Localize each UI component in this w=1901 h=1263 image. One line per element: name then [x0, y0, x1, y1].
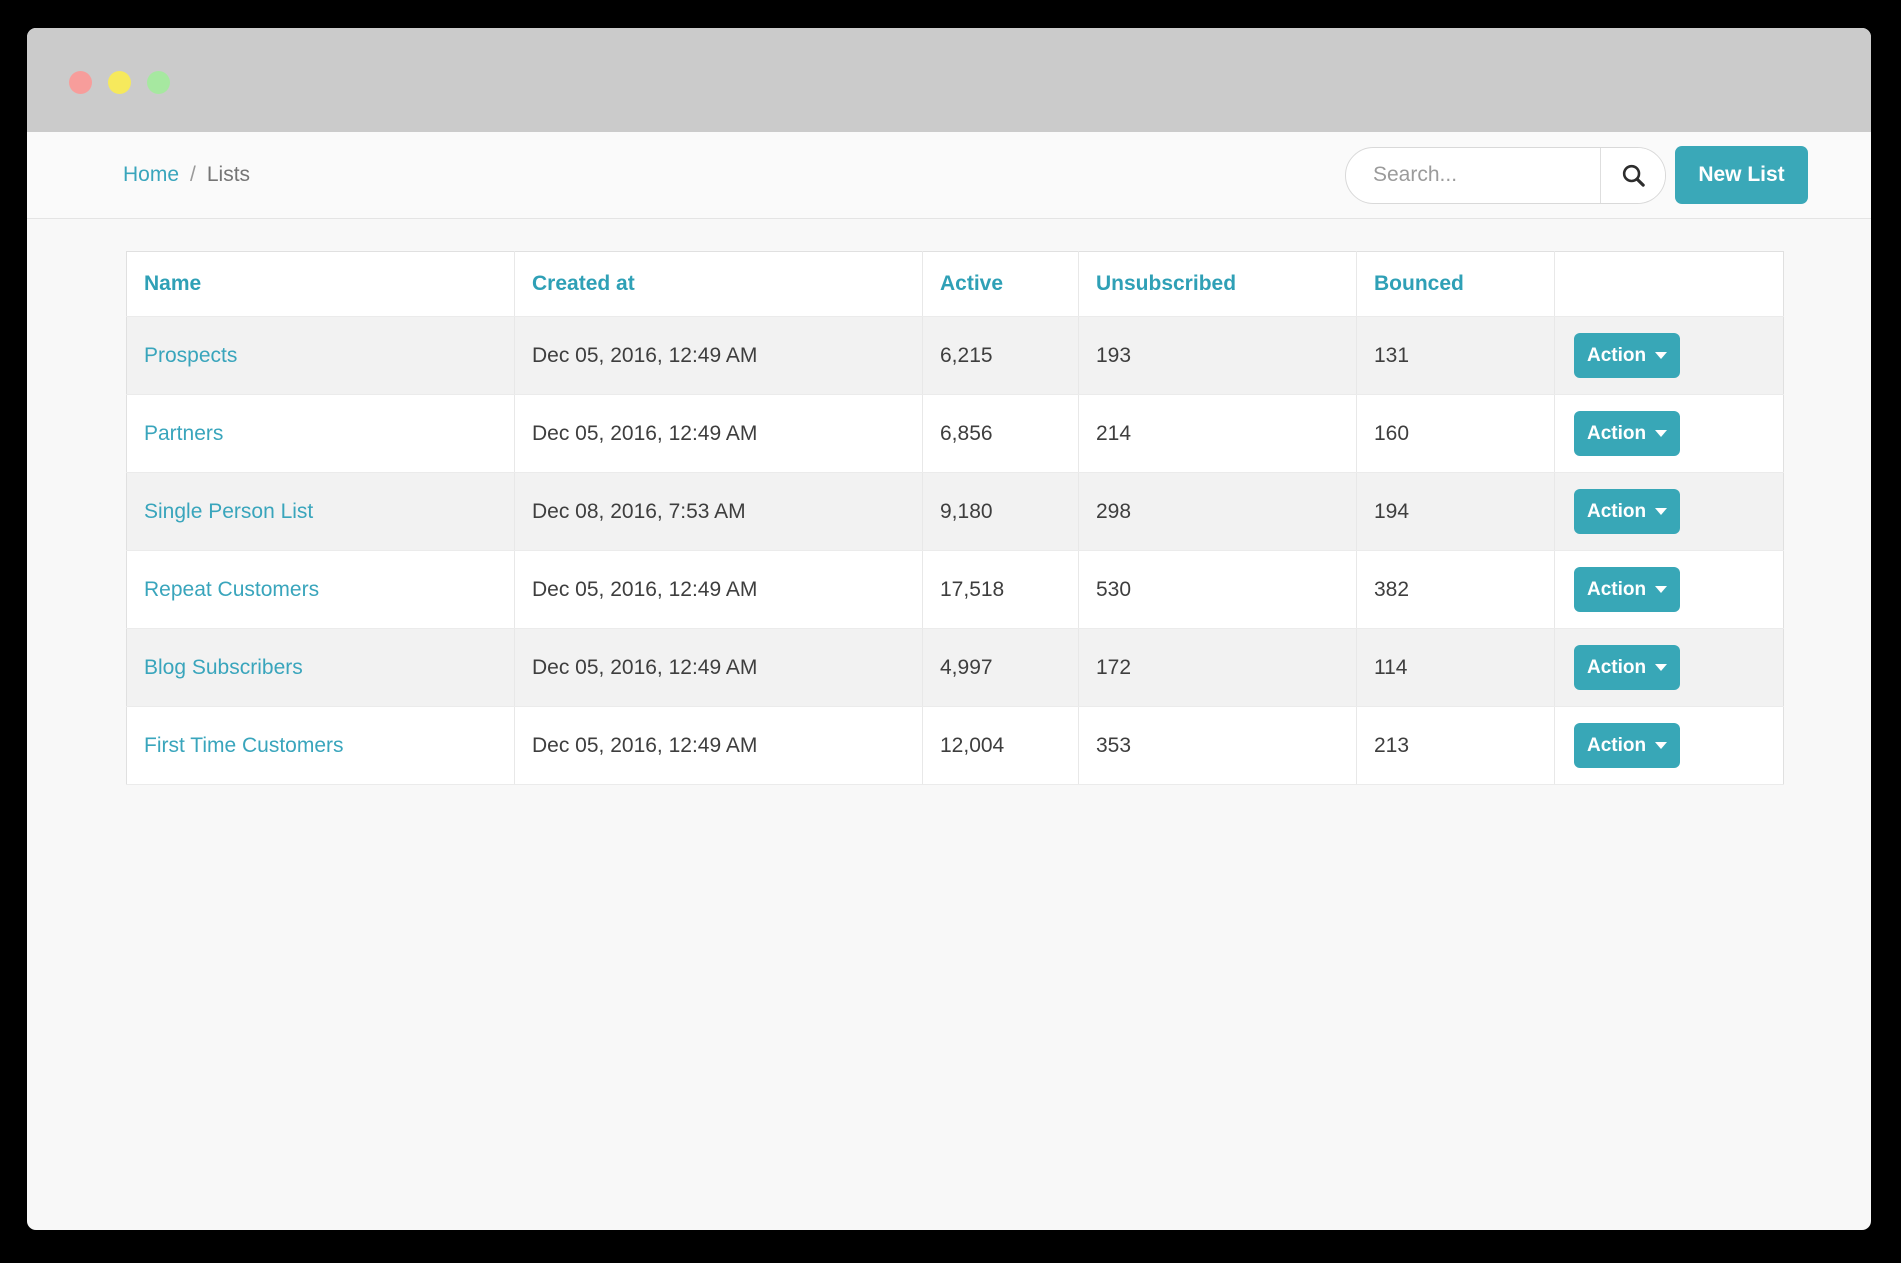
action-cell: Action [1554, 394, 1784, 473]
action-cell: Action [1554, 316, 1784, 395]
list-name-link[interactable]: Single Person List [144, 499, 314, 523]
name-cell: Blog Subscribers [126, 628, 515, 707]
active-cell: 9,180 [922, 472, 1079, 551]
unsubscribed-cell: 214 [1078, 394, 1357, 473]
list-name-link[interactable]: Prospects [144, 343, 238, 367]
breadcrumb: Home / Lists [123, 163, 250, 187]
column-header-active[interactable]: Active [922, 251, 1079, 317]
column-header-name[interactable]: Name [126, 251, 515, 317]
new-list-button[interactable]: New List [1675, 146, 1808, 204]
caret-down-icon [1655, 430, 1668, 437]
bounced-cell: 213 [1356, 706, 1555, 785]
lists-table-body: Prospects Dec 05, 2016, 12:49 AM 6,215 1… [126, 316, 1784, 785]
header-actions: New List [1345, 146, 1808, 204]
active-cell: 4,997 [922, 628, 1079, 707]
action-cell: Action [1554, 706, 1784, 785]
action-dropdown-button[interactable]: Action [1574, 723, 1681, 768]
created-at-cell: Dec 05, 2016, 12:49 AM [514, 706, 923, 785]
breadcrumb-current-lists: Lists [206, 163, 251, 186]
caret-down-icon [1655, 664, 1668, 671]
action-button-label: Action [1587, 344, 1647, 366]
created-at-cell: Dec 05, 2016, 12:49 AM [514, 628, 923, 707]
action-cell: Action [1554, 472, 1784, 551]
name-cell: Prospects [126, 316, 515, 395]
name-cell: Repeat Customers [126, 550, 515, 629]
column-header-actions [1554, 251, 1784, 317]
lists-table: Name Created at Active Unsubscribed Boun… [126, 251, 1784, 785]
created-at-cell: Dec 05, 2016, 12:49 AM [514, 394, 923, 473]
bounced-cell: 131 [1356, 316, 1555, 395]
caret-down-icon [1655, 586, 1668, 593]
action-dropdown-button[interactable]: Action [1574, 567, 1681, 612]
minimize-window-button[interactable] [108, 71, 131, 94]
created-at-cell: Dec 05, 2016, 12:49 AM [514, 550, 923, 629]
caret-down-icon [1655, 508, 1668, 515]
column-header-unsubscribed[interactable]: Unsubscribed [1078, 251, 1357, 317]
action-button-label: Action [1587, 578, 1647, 600]
action-button-label: Action [1587, 500, 1647, 522]
unsubscribed-cell: 530 [1078, 550, 1357, 629]
zoom-window-button[interactable] [147, 71, 170, 94]
table-row: Prospects Dec 05, 2016, 12:49 AM 6,215 1… [126, 316, 1784, 395]
unsubscribed-cell: 193 [1078, 316, 1357, 395]
action-dropdown-button[interactable]: Action [1574, 333, 1681, 378]
app-window: Home / Lists New List [27, 28, 1871, 1230]
action-dropdown-button[interactable]: Action [1574, 645, 1681, 690]
bounced-cell: 114 [1356, 628, 1555, 707]
caret-down-icon [1655, 352, 1668, 359]
list-name-link[interactable]: First Time Customers [144, 733, 344, 757]
list-name-link[interactable]: Blog Subscribers [144, 655, 303, 679]
action-dropdown-button[interactable]: Action [1574, 489, 1681, 534]
active-cell: 6,215 [922, 316, 1079, 395]
name-cell: Single Person List [126, 472, 515, 551]
action-button-label: Action [1587, 734, 1647, 756]
breadcrumb-home-link[interactable]: Home [123, 163, 180, 186]
unsubscribed-cell: 172 [1078, 628, 1357, 707]
created-at-cell: Dec 05, 2016, 12:49 AM [514, 316, 923, 395]
breadcrumb-separator: / [190, 163, 196, 186]
table-header-row: Name Created at Active Unsubscribed Boun… [126, 251, 1784, 317]
action-button-label: Action [1587, 656, 1647, 678]
unsubscribed-cell: 298 [1078, 472, 1357, 551]
table-row: Repeat Customers Dec 05, 2016, 12:49 AM … [126, 550, 1784, 629]
action-cell: Action [1554, 628, 1784, 707]
list-name-link[interactable]: Repeat Customers [144, 577, 320, 601]
page-header: Home / Lists New List [27, 132, 1871, 219]
search-input[interactable] [1346, 147, 1600, 203]
active-cell: 17,518 [922, 550, 1079, 629]
table-row: Partners Dec 05, 2016, 12:49 AM 6,856 21… [126, 394, 1784, 473]
window-titlebar [27, 28, 1871, 132]
action-button-label: Action [1587, 422, 1647, 444]
column-header-created-at[interactable]: Created at [514, 251, 923, 317]
table-row: Blog Subscribers Dec 05, 2016, 12:49 AM … [126, 628, 1784, 707]
created-at-cell: Dec 08, 2016, 7:53 AM [514, 472, 923, 551]
table-row: First Time Customers Dec 05, 2016, 12:49… [126, 706, 1784, 785]
list-name-link[interactable]: Partners [144, 421, 224, 445]
unsubscribed-cell: 353 [1078, 706, 1357, 785]
bounced-cell: 160 [1356, 394, 1555, 473]
name-cell: Partners [126, 394, 515, 473]
search-button[interactable] [1600, 147, 1665, 203]
bounced-cell: 194 [1356, 472, 1555, 551]
caret-down-icon [1655, 742, 1668, 749]
search-box [1345, 146, 1666, 204]
active-cell: 6,856 [922, 394, 1079, 473]
close-window-button[interactable] [69, 71, 92, 94]
search-icon [1622, 164, 1645, 187]
active-cell: 12,004 [922, 706, 1079, 785]
table-row: Single Person List Dec 08, 2016, 7:53 AM… [126, 472, 1784, 551]
bounced-cell: 382 [1356, 550, 1555, 629]
name-cell: First Time Customers [126, 706, 515, 785]
action-dropdown-button[interactable]: Action [1574, 411, 1681, 456]
action-cell: Action [1554, 550, 1784, 629]
column-header-bounced[interactable]: Bounced [1356, 251, 1555, 317]
